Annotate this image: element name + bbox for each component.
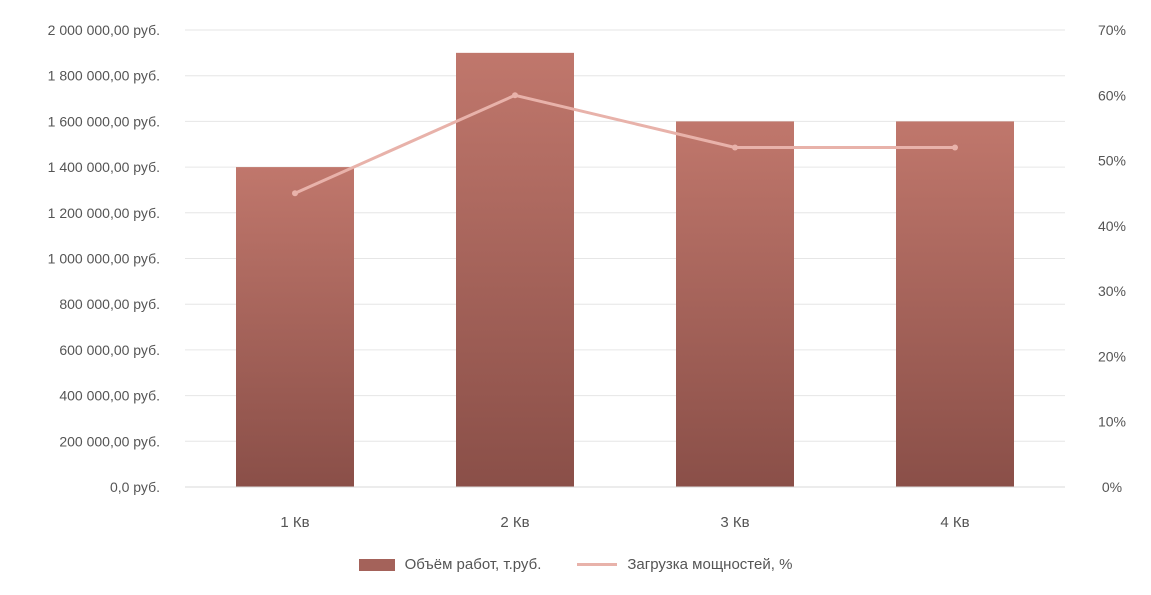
left-tick-label: 400 000,00 руб. xyxy=(59,388,160,404)
bar-1[interactable] xyxy=(236,167,354,487)
legend-swatch-line xyxy=(577,563,618,566)
line-point-1[interactable] xyxy=(292,190,298,197)
x-tick-label: 1 Кв xyxy=(280,514,309,531)
right-tick-label: 70% xyxy=(1098,22,1126,38)
legend-label-bars: Объём работ, т.руб. xyxy=(404,556,542,573)
left-tick-label: 200 000,00 руб. xyxy=(59,433,160,449)
line-point-2[interactable] xyxy=(512,92,518,99)
left-tick-label: 800 000,00 руб. xyxy=(59,296,160,312)
x-tick-label: 3 Кв xyxy=(720,514,749,531)
line-series xyxy=(292,92,958,197)
legend-label-line: Загрузка мощностей, % xyxy=(627,556,793,573)
x-tick-label: 4 Кв xyxy=(940,514,969,531)
bar-3[interactable] xyxy=(676,121,794,488)
left-tick-label: 1 800 000,00 руб. xyxy=(48,68,160,84)
line-point-3[interactable] xyxy=(732,144,738,151)
right-tick-label: 0% xyxy=(1102,479,1122,495)
legend-item-bars[interactable]: Объём работ, т.руб. xyxy=(358,556,542,573)
right-tick-label: 30% xyxy=(1098,283,1126,299)
line-path xyxy=(294,93,955,195)
right-tick-label: 40% xyxy=(1098,218,1126,234)
right-tick-label: 60% xyxy=(1098,87,1126,103)
left-axis: 0,0 руб. 200 000,00 руб. 400 000,00 руб. 60… xyxy=(48,22,160,495)
left-tick-label: 0,0 руб. xyxy=(110,479,160,495)
line-point-4[interactable] xyxy=(952,144,958,151)
combo-chart-svg: 0,0 руб. 200 000,00 руб. 400 000,00 руб. 60… xyxy=(48,22,1126,531)
bar-4[interactable] xyxy=(896,121,1014,488)
left-tick-label: 1 200 000,00 руб. xyxy=(48,205,160,221)
x-axis: 1 Кв 2 Кв 3 Кв 4 Кв xyxy=(185,486,1065,531)
left-tick-label: 1 600 000,00 руб. xyxy=(48,113,160,129)
left-tick-label: 600 000,00 руб. xyxy=(59,342,160,358)
legend-item-line[interactable]: Загрузка мощностей, % xyxy=(577,556,792,573)
bars xyxy=(236,52,1014,488)
right-axis: 0% 10% 20% 30% 40% 50% 60% 70% xyxy=(1098,22,1126,495)
left-tick-label: 1 400 000,00 руб. xyxy=(48,159,160,175)
x-tick-label: 2 Кв xyxy=(500,514,529,531)
left-tick-label: 2 000 000,00 руб. xyxy=(48,22,160,38)
right-tick-label: 20% xyxy=(1098,348,1126,364)
legend: Объём работ, т.руб. Загрузка мощностей, … xyxy=(0,556,1151,573)
right-tick-label: 50% xyxy=(1098,153,1126,169)
legend-swatch-bars xyxy=(358,558,395,571)
bar-2[interactable] xyxy=(456,52,574,487)
right-tick-label: 10% xyxy=(1098,414,1126,430)
left-tick-label: 1 000 000,00 руб. xyxy=(48,251,160,267)
